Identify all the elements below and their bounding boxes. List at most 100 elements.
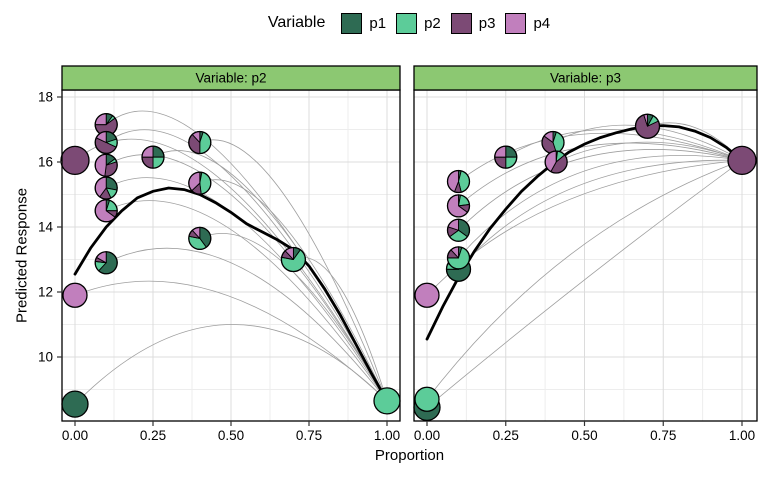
pie-outline [94,153,118,177]
x-tick-label: 0.50 [218,428,244,443]
mean-response-curve [425,124,744,341]
curves-layer [73,110,389,405]
pie-marker [94,112,118,137]
pie-outline [446,169,471,194]
pie-marker [94,251,118,275]
trace-curve [458,155,743,259]
trace-curve [426,160,743,408]
x-tick-label: 0.50 [571,428,597,443]
x-tick-label: 0.00 [62,428,88,443]
pie-outline [634,113,661,139]
pie-outline [94,251,118,275]
y-tick-label: 18 [38,90,53,105]
pie-outline [188,130,212,155]
pie-marker [541,130,565,155]
y-tick-label: 14 [38,220,54,235]
trace-curve [74,280,388,402]
pie-marker [373,387,401,415]
pie-outline [494,145,518,169]
facet-2: Variable: p3 0.00 0.25 0.50 0.75 1.00 [413,65,758,443]
pie-marker [414,386,440,412]
facet-strip-label: Variable: p3 [550,71,621,86]
trace-curve [106,200,388,402]
pie-marker [62,282,88,308]
pie-marker [141,145,165,169]
pie-outline [446,194,471,218]
y-tick-label: 10 [38,350,53,365]
pie-marker [446,169,471,194]
pie-marker [60,145,90,176]
pie-marker [727,145,757,176]
x-tick-label: 0.25 [493,428,519,443]
trace-curve [105,129,388,402]
pie-marker [280,246,307,273]
legend-label-p3: p3 [478,14,496,32]
pie-marker [494,145,518,169]
pie-outline [94,199,118,223]
trace-curve [199,139,388,402]
pie-slice [727,145,757,176]
legend-swatch-p3 [450,12,472,34]
pie-marker [446,246,471,270]
trace-curve [505,129,743,161]
x-tick-label: 0.25 [140,428,166,443]
pie-marker [446,194,471,218]
trace-curve [199,179,388,402]
pie-marker [188,226,212,251]
x-tick-label: 1.00 [374,428,400,443]
trace-curve [74,324,388,405]
x-axis-title: Proportion [374,447,445,464]
pie-slice [61,390,89,418]
facet-strip [61,65,401,91]
pie-marker [446,218,471,242]
facet-1: Variable: p2 0.00 0.25 0.50 0.75 1.00 [60,65,401,443]
pie-outline [188,226,212,251]
trace-curve [458,149,743,231]
trace-curve [106,247,388,402]
y-tick-label: 12 [38,285,53,300]
pie-outline [280,246,307,273]
legend-swatch-p1 [341,12,363,34]
trace-curve [458,142,743,207]
legend-item-p1: p1 [341,12,386,34]
trace-curve [458,132,743,182]
legend-item-p4: p4 [505,12,551,34]
pie-marker [188,171,212,195]
legend-label-p4: p4 [533,14,551,32]
pie-slice [414,386,440,412]
pie-marker [94,130,118,155]
trace-curve [426,160,743,400]
pie-marker [94,176,118,200]
curves-layer [425,122,744,408]
trace-curve [458,159,743,270]
x-tick-label: 0.75 [296,428,322,443]
y-tick-label: 16 [38,155,53,170]
pie-outline [94,130,118,155]
legend-item-p3: p3 [450,12,496,34]
pie-outline [446,246,471,270]
pie-marker [61,390,89,418]
pie-outline [544,150,568,174]
pie-marker [414,282,440,308]
pie-slice [373,387,401,415]
pie-slice [60,145,90,176]
legend-swatch-p4 [505,12,527,34]
pie-outline [188,171,212,195]
pie-marker [94,199,118,223]
pie-marker [544,150,568,174]
x-tick-label: 0.75 [650,428,676,443]
legend-label-p2: p2 [424,14,441,32]
trace-curve [555,141,743,163]
pie-marker [94,153,118,177]
pie-slice [414,282,440,308]
x-tick-label: 1.00 [729,428,755,443]
pie-marker [188,130,212,155]
pie-outline [94,176,118,200]
legend-item-p2: p2 [396,12,441,34]
x-tick-label: 0.00 [414,428,440,443]
pie-outline [446,218,471,242]
facet-strip [413,65,758,91]
legend-swatch-p2 [396,12,418,34]
pie-outline [141,145,165,169]
